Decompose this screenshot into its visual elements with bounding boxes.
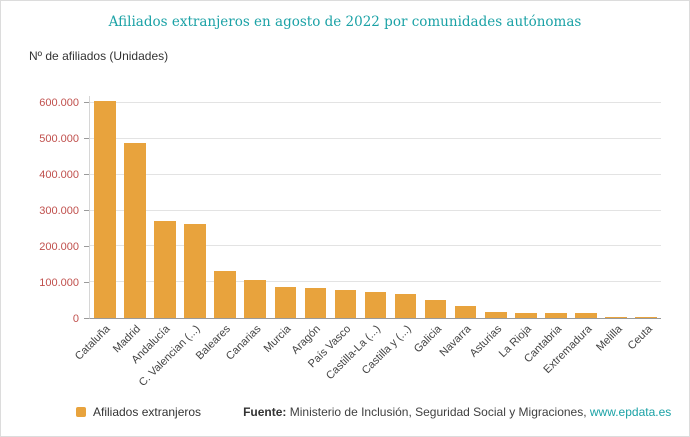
x-axis-label: Cataluña — [72, 323, 113, 363]
y-axis-tick-label: 500.000 — [39, 133, 79, 146]
bar-8 — [334, 290, 357, 318]
gridline — [90, 209, 661, 211]
y-axis-tick-label: 0 — [72, 313, 79, 325]
y-axis-tick-mark — [84, 282, 89, 284]
x-axis-label: Melilla — [593, 323, 625, 354]
legend-label: Afiliados extranjeros — [93, 405, 202, 419]
y-axis-tick-label: 100.000 — [39, 277, 79, 290]
source-link[interactable]: www.epdata.es — [589, 405, 672, 419]
gridline — [90, 173, 661, 175]
plot-area — [89, 96, 661, 319]
y-axis-tick-mark — [84, 102, 89, 104]
y-axis: 0 100.000 200.000 300.000 400.000 500.000 600.… — [1, 96, 89, 325]
bar-5 — [244, 279, 267, 318]
y-axis-tick-mark — [84, 210, 89, 212]
x-axis-label: Navarra — [437, 323, 474, 360]
bar-17 — [605, 317, 627, 318]
bar-15 — [544, 313, 567, 318]
source-label: Fuente: — [243, 405, 287, 419]
y-axis-tick-label: 300.000 — [39, 205, 79, 218]
bar-6 — [274, 286, 297, 318]
bar-7 — [304, 287, 327, 318]
bar-11 — [424, 299, 447, 318]
gridline — [90, 281, 661, 283]
y-axis-title: Nº de afiliados (Unidades) — [29, 49, 169, 63]
bar-3 — [184, 223, 206, 318]
y-axis-tick-label: 400.000 — [39, 169, 79, 182]
bar-18 — [635, 317, 657, 318]
y-axis-tick-label: 200.000 — [39, 241, 79, 254]
bar-0 — [94, 101, 116, 318]
y-axis-tick-mark — [84, 318, 89, 319]
source-text: Fuente: Ministerio de Inclusión, Segurid… — [243, 405, 671, 419]
bar-1 — [124, 142, 146, 318]
gridline — [90, 102, 661, 104]
legend-swatch-icon — [76, 407, 86, 417]
legend: Afiliados extranjeros — [76, 405, 201, 419]
bar-12 — [454, 306, 477, 318]
bar-10 — [394, 293, 417, 318]
y-axis-tick-mark — [84, 138, 89, 140]
bar-13 — [484, 311, 507, 318]
bar-4 — [214, 271, 237, 318]
y-axis-tick-mark — [84, 246, 89, 248]
gridline — [90, 137, 661, 139]
x-axis: Cataluña Madrid Andalucía C. Valencian (...… — [73, 321, 661, 403]
y-axis-tick-mark — [84, 174, 89, 176]
bar-16 — [575, 312, 597, 318]
gridline — [90, 245, 661, 247]
y-axis-tick-label: 600.000 — [39, 97, 79, 110]
source-body: Ministerio de Inclusión, Seguridad Socia… — [286, 405, 590, 419]
chart-title: Afiliados extranjeros en agosto de 2022 … — [108, 14, 582, 30]
x-axis-label: Ceuta — [625, 323, 655, 353]
bar-9 — [364, 292, 387, 318]
chart-footer: Afiliados extranjeros Fuente: Ministerio… — [76, 405, 681, 419]
bar-14 — [514, 312, 537, 318]
bar-2 — [154, 221, 176, 318]
x-axis-label: Murcia — [261, 323, 294, 355]
